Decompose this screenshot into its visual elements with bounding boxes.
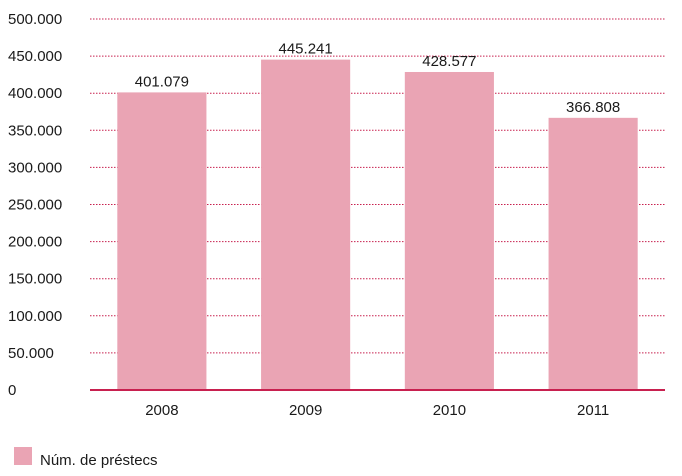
y-tick-label: 250.000: [8, 197, 62, 214]
data-label: 428.577: [422, 53, 476, 70]
data-label: 445.241: [279, 41, 333, 58]
x-category-label: 2010: [433, 402, 466, 419]
y-tick-label: 350.000: [8, 122, 62, 139]
y-tick-label: 150.000: [8, 271, 62, 288]
bar: [117, 92, 207, 390]
bar: [261, 59, 351, 391]
data-label: 401.079: [135, 73, 189, 90]
legend: Núm. de préstecs: [14, 447, 158, 469]
bar: [548, 117, 638, 390]
x-category-label: 2009: [289, 402, 322, 419]
y-tick-label: 400.000: [8, 85, 62, 102]
legend-swatch: [14, 447, 32, 465]
y-tick-label: 0: [8, 382, 16, 399]
bars: [117, 59, 638, 391]
data-label: 366.808: [566, 99, 620, 116]
y-tick-label: 100.000: [8, 308, 62, 325]
data-labels: 401.079 445.241 428.577 366.808: [135, 41, 620, 116]
y-tick-label: 500.000: [8, 11, 62, 28]
bar: [404, 71, 494, 391]
x-category-label: 2011: [577, 402, 609, 419]
y-tick-label: 200.000: [8, 234, 62, 251]
y-tick-label: 450.000: [8, 48, 62, 65]
y-axis-tick-labels: 0 50.000 100.000 150.000 200.000 250.000 300.0…: [8, 11, 62, 399]
x-category-label: 2008: [145, 402, 178, 419]
y-tick-label: 50.000: [8, 345, 54, 362]
x-axis-category-labels: 2008 2009 2010 2011: [145, 402, 609, 419]
legend-label: Núm. de préstecs: [40, 452, 158, 469]
y-tick-label: 300.000: [8, 159, 62, 176]
